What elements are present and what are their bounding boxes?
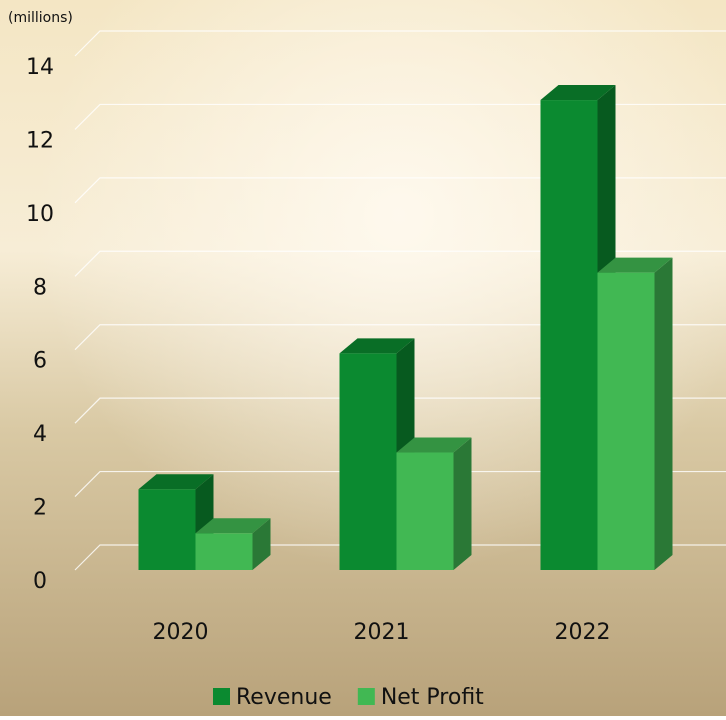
x-tick-label: 2021: [354, 620, 410, 645]
y-axis-label: (millions): [8, 10, 73, 26]
y-tick-label: 14: [26, 55, 54, 80]
bar-face: [196, 533, 253, 570]
y-tick-label: 12: [26, 128, 54, 153]
legend-swatch: [213, 688, 230, 705]
y-tick-label: 2: [33, 496, 47, 521]
legend-label: Revenue: [236, 685, 332, 710]
y-tick-label: 8: [33, 275, 47, 300]
bar-face: [340, 353, 397, 570]
bar-face: [598, 273, 655, 570]
bar-face: [655, 258, 673, 570]
legend-label: Net Profit: [381, 685, 484, 710]
bar: [397, 438, 472, 570]
y-tick-label: 0: [33, 569, 47, 594]
x-tick-label: 2020: [153, 620, 209, 645]
y-tick-label: 10: [26, 202, 54, 227]
y-tick-label: 4: [33, 422, 47, 447]
y-tick-label: 6: [33, 349, 47, 374]
bar-face: [397, 453, 454, 570]
bar: [196, 518, 271, 570]
chart: (millions) 0 2 4 6 8 10 12 14 2020 2021 2022 Revenu…: [0, 0, 726, 716]
bar-face: [139, 489, 196, 570]
legend-swatch: [358, 688, 375, 705]
bar: [598, 258, 673, 570]
bar-face: [454, 438, 472, 570]
x-tick-label: 2022: [555, 620, 611, 645]
bar-face: [541, 100, 598, 570]
